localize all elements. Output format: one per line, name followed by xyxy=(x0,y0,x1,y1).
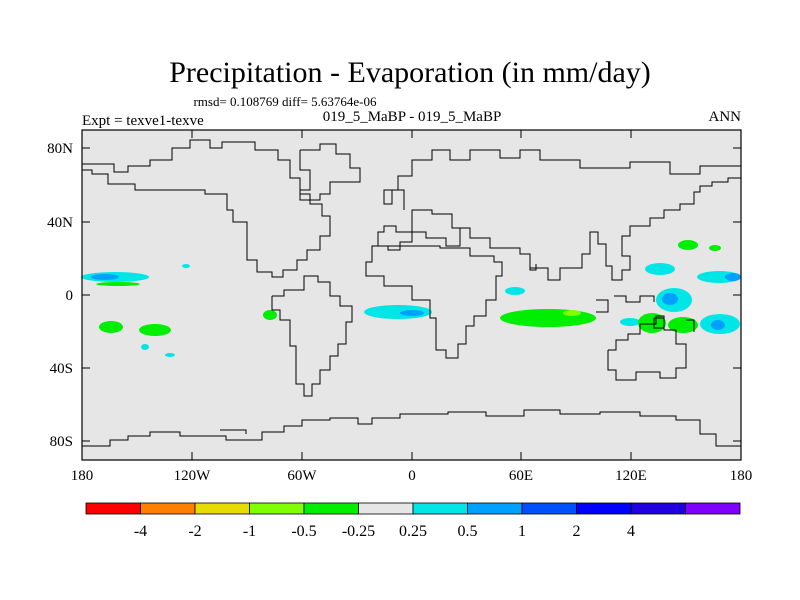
coastline-greenland xyxy=(299,143,361,201)
coastlines xyxy=(82,139,741,447)
colorbar-label: 2 xyxy=(573,523,581,540)
experiment-label: Expt = texve1-texve xyxy=(82,113,204,129)
lat-label: 80S xyxy=(50,434,73,450)
colorbar-label: 0.25 xyxy=(399,523,427,540)
lon-label: 0 xyxy=(408,468,416,484)
colorbar: -4 -2 -1 -0.5 -0.25 0.25 0.5 1 2 4 xyxy=(85,502,741,540)
lon-label: 120E xyxy=(615,468,647,484)
colorbar-swatch xyxy=(412,502,468,515)
anomaly-patch xyxy=(165,353,175,357)
colorbar-swatch xyxy=(194,502,250,515)
colorbar-label: -4 xyxy=(134,523,147,540)
coastline-antarctic-peninsula xyxy=(220,429,247,434)
colorbar-swatch xyxy=(521,502,577,515)
anomaly-patch xyxy=(678,240,698,250)
colorbar-swatch xyxy=(467,502,523,515)
anomaly-patch xyxy=(645,263,675,275)
coastline-eurasia xyxy=(377,177,741,281)
anomaly-patch xyxy=(263,310,277,320)
lat-label: 80N xyxy=(47,141,73,157)
lat-label: 40S xyxy=(50,361,73,377)
colorbar-label: 1 xyxy=(518,523,526,540)
colorbar-swatch xyxy=(85,502,141,515)
lon-label: 60E xyxy=(509,468,533,484)
coastline-new-zealand xyxy=(686,319,695,332)
anomaly-patch xyxy=(96,282,140,286)
axis-ticks xyxy=(81,130,742,460)
map-title: Precipitation - Evaporation (in mm/day) xyxy=(169,56,651,89)
colorbar-swatch xyxy=(358,502,414,515)
lat-label: 0 xyxy=(66,288,74,304)
coastline-antarctica xyxy=(82,409,741,447)
coastline-south-america xyxy=(271,275,353,397)
colorbar-swatch xyxy=(249,502,305,515)
coastline-southeast-asia xyxy=(614,295,655,303)
lat-label: 40N xyxy=(47,215,73,231)
anomaly-patch xyxy=(668,317,698,333)
anomaly-patch xyxy=(711,320,725,330)
lon-label: 180 xyxy=(730,468,753,484)
coastline-island xyxy=(529,264,537,271)
map-panel xyxy=(81,129,742,461)
anomaly-patch xyxy=(505,287,525,295)
anomaly-patch xyxy=(662,293,678,305)
colorbar-swatch xyxy=(140,502,196,515)
anomaly-patch xyxy=(709,245,721,251)
anomaly-patch xyxy=(500,309,596,327)
lon-label: 60W xyxy=(287,468,317,484)
colorbar-swatch xyxy=(630,502,686,515)
coastline-australia xyxy=(607,315,687,381)
colorbar-label: -0.25 xyxy=(342,523,375,540)
coastline-northern-eurasia xyxy=(383,149,741,210)
colorbar-label: -1 xyxy=(243,523,256,540)
lon-label: 180 xyxy=(71,468,94,484)
anomaly-patch xyxy=(91,274,119,280)
x-axis-labels: 180 120W 60W 0 60E 120E 180 xyxy=(71,468,753,484)
anomaly-patch xyxy=(141,344,149,350)
anomaly-patch xyxy=(99,321,123,333)
lon-label: 120W xyxy=(174,468,212,484)
anomaly-patch xyxy=(139,324,171,336)
colorbar-label: -2 xyxy=(188,523,201,540)
coastline-north-america xyxy=(82,139,331,278)
colorbar-label: 0.5 xyxy=(458,523,478,540)
colorbar-label: -0.5 xyxy=(291,523,316,540)
anomaly-patch xyxy=(182,264,190,268)
colorbar-label: 4 xyxy=(627,523,635,540)
coastline-africa xyxy=(365,245,503,359)
anomaly-patch xyxy=(400,310,424,316)
case-label: 019_5_MaBP - 019_5_MaBP xyxy=(323,109,502,125)
y-axis-labels: 80N 40N 0 40S 80S xyxy=(47,141,73,450)
colorbar-swatch xyxy=(685,502,741,515)
anomaly-patch xyxy=(563,310,581,316)
colorbar-swatch xyxy=(303,502,359,515)
stats-line: rmsd= 0.108769 diff= 5.63764e-06 xyxy=(193,94,377,109)
colorbar-swatch xyxy=(576,502,632,515)
coastline-island xyxy=(596,299,609,313)
season-label: ANN xyxy=(709,109,742,125)
anomaly-patch xyxy=(725,273,741,281)
coastline-island xyxy=(653,317,665,329)
anomaly-patch xyxy=(620,318,640,326)
field-contours xyxy=(81,240,741,357)
